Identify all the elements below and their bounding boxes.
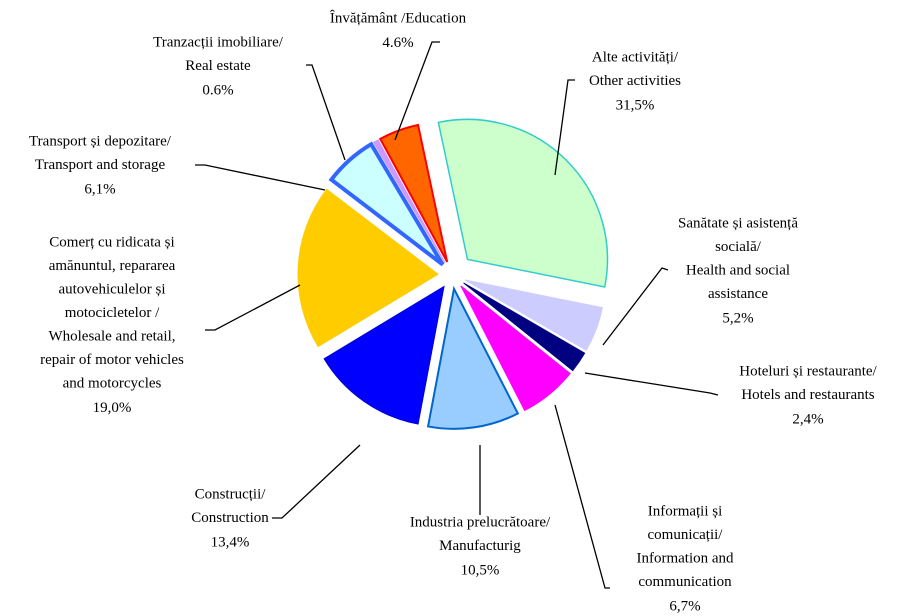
- value-label: 4.6%: [382, 35, 413, 51]
- slice-label: comunicații/: [648, 527, 724, 543]
- slice-label: Other activities: [589, 73, 681, 89]
- value-label: 10,5%: [461, 562, 500, 578]
- slice-label: autovehiculelor și: [58, 281, 165, 297]
- leader-line: [602, 267, 669, 346]
- leader-line: [584, 372, 719, 396]
- slice-label: communication: [638, 574, 732, 590]
- value-label: 0.6%: [202, 82, 233, 98]
- slice-label: amănuntul, repararea: [49, 258, 176, 274]
- slice-label: repair of motor vehicles: [40, 352, 184, 368]
- pie-slice: [323, 285, 445, 425]
- pie-slice: [372, 139, 446, 264]
- value-label: 13,4%: [211, 534, 250, 550]
- slice-label: Information and: [636, 550, 734, 566]
- slice-label: Sanătate și asistență: [678, 215, 798, 231]
- slice-label: Wholesale and retail,: [48, 328, 175, 344]
- pie-slice: [426, 285, 520, 430]
- leader-line: [306, 64, 346, 161]
- leader-line: [205, 284, 301, 331]
- pie-slice: [460, 285, 571, 412]
- leader-line: [195, 164, 326, 191]
- slice-label: Comerț cu ridicata și: [49, 234, 174, 250]
- slice-label: Manufacturig: [439, 538, 521, 554]
- slice-label: Transport și depozitare/: [29, 133, 172, 149]
- value-label: 6,1%: [84, 181, 115, 197]
- slice-label: Alte activități/: [592, 49, 679, 65]
- leader-line: [394, 41, 440, 141]
- slice-label: Construcții/: [195, 486, 267, 502]
- leader-line: [272, 444, 361, 519]
- value-label: 31,5%: [616, 97, 655, 113]
- slice-label: Construction: [191, 510, 269, 526]
- leader-line: [554, 79, 575, 176]
- value-label: 6,7%: [669, 598, 700, 614]
- pie-slice: [328, 141, 445, 267]
- pie-slice: [463, 282, 586, 372]
- value-label: 19,0%: [93, 400, 132, 416]
- slice-label: Hotels and restaurants: [741, 387, 874, 403]
- slice-label: Hoteluri și restaurante/: [739, 363, 877, 379]
- value-label: 2,4%: [792, 411, 823, 427]
- pie-slice: [464, 279, 603, 351]
- slice-label: Învățământ /Education: [330, 9, 467, 26]
- slice-label: and motorcycles: [63, 375, 162, 391]
- pie-slice: [437, 118, 609, 288]
- slice-label: Industria prelucrătoare/: [410, 514, 551, 530]
- slice-label: assistance: [708, 286, 768, 302]
- slice-label: Real estate: [185, 58, 251, 74]
- slice-label: Transport and storage: [35, 157, 166, 173]
- slice-label: Tranzacții imobiliare/: [153, 34, 284, 50]
- slice-label: motocicletelor /: [65, 305, 160, 321]
- slice-label: Informații și: [648, 503, 723, 519]
- leader-line: [554, 404, 610, 589]
- slice-label: socială/: [715, 239, 762, 255]
- pie-slice: [297, 188, 439, 348]
- value-label: 5,2%: [722, 310, 753, 326]
- slice-label: Health and social: [686, 262, 790, 278]
